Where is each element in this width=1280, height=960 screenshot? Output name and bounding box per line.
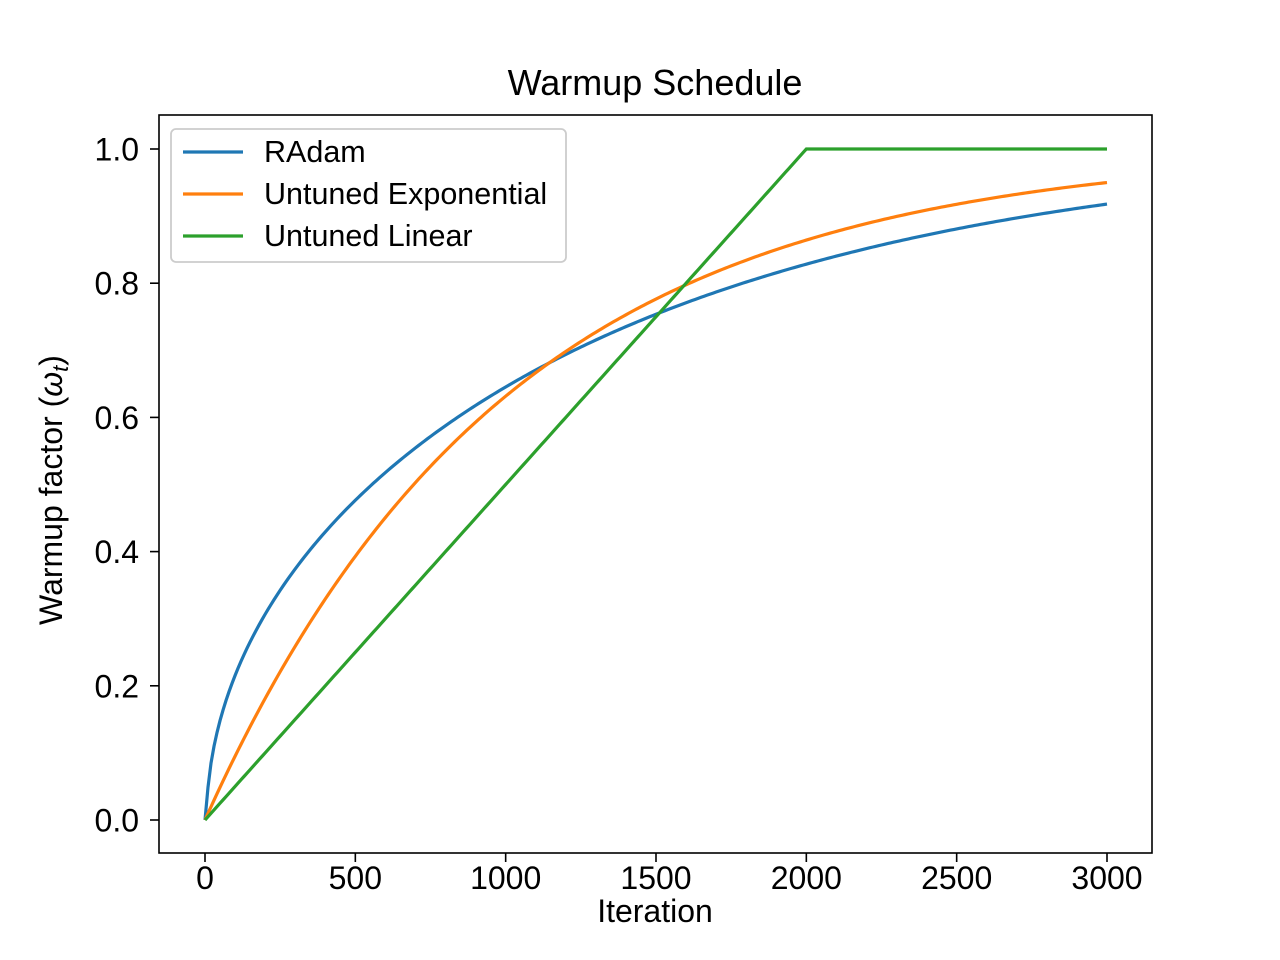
svg-text:0.8: 0.8 (95, 266, 139, 302)
svg-text:2000: 2000 (771, 860, 842, 896)
svg-text:1500: 1500 (620, 860, 691, 896)
svg-text:1000: 1000 (470, 860, 541, 896)
svg-text:0.6: 0.6 (95, 400, 139, 436)
svg-text:Iteration: Iteration (597, 893, 713, 929)
svg-text:1.0: 1.0 (95, 132, 139, 168)
svg-text:2500: 2500 (921, 860, 992, 896)
svg-text:Untuned Linear: Untuned Linear (264, 219, 473, 253)
svg-text:Warmup Schedule: Warmup Schedule (508, 62, 803, 103)
svg-text:0: 0 (196, 860, 214, 896)
svg-text:RAdam: RAdam (264, 135, 366, 169)
svg-text:Untuned Exponential: Untuned Exponential (264, 177, 547, 211)
svg-text:0.0: 0.0 (95, 803, 139, 839)
svg-text:3000: 3000 (1071, 860, 1142, 896)
svg-text:Warmup factor (ωt): Warmup factor (ωt) (33, 355, 73, 625)
svg-text:500: 500 (329, 860, 382, 896)
svg-text:0.4: 0.4 (95, 534, 139, 570)
svg-text:0.2: 0.2 (95, 668, 139, 704)
